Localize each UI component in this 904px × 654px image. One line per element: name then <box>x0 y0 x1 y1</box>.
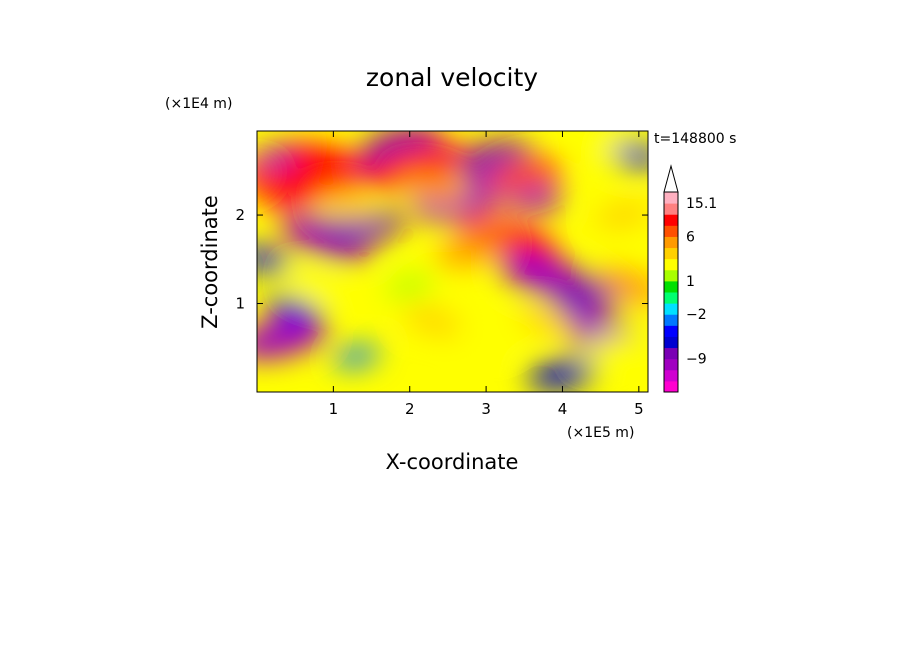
colorbar-band <box>664 369 678 382</box>
colorbar-label: 6 <box>686 229 695 245</box>
colorbar-band <box>664 336 678 349</box>
x-axis-ticks: 1 2 3 4 5 <box>329 131 644 418</box>
velocity-feature <box>288 143 379 189</box>
colorbar-label: 15.1 <box>686 196 717 212</box>
colorbar-band <box>664 358 678 371</box>
colorbar-band <box>664 236 678 249</box>
velocity-blobs <box>257 131 648 390</box>
velocity-feature <box>386 275 434 297</box>
x-tick-label: 1 <box>329 400 339 418</box>
colorbar-band <box>664 347 678 360</box>
colorbar-band <box>664 380 678 393</box>
y-tick-label: 2 <box>235 206 245 224</box>
colorbar-band <box>664 280 678 293</box>
y-axis-ticks: 12 <box>235 206 648 313</box>
y-axis-label: Z-coordinate <box>198 195 222 329</box>
velocity-feature <box>518 306 576 336</box>
velocity-feature <box>257 318 326 360</box>
chart-title: zonal velocity <box>366 63 538 92</box>
colorbar-band <box>664 225 678 237</box>
colorbar-band <box>664 247 678 260</box>
colorbar <box>663 164 679 393</box>
velocity-feature <box>332 346 380 367</box>
colorbar-label: −9 <box>686 352 707 368</box>
x-axis-label: X-coordinate <box>386 450 519 474</box>
x-tick-label: 5 <box>634 400 644 418</box>
colorbar-band <box>664 269 678 282</box>
velocity-feature <box>527 359 598 390</box>
velocity-feature <box>574 132 627 156</box>
colorbar-band <box>664 214 678 226</box>
velocity-feature <box>257 246 291 273</box>
colorbar-band <box>664 303 678 315</box>
velocity-feature <box>436 235 506 266</box>
colorbar-band <box>664 203 678 215</box>
velocity-feature <box>292 272 344 299</box>
velocity-feature <box>398 171 467 206</box>
x-tick-label: 4 <box>558 400 568 418</box>
colorbar-band <box>664 192 678 204</box>
x-tick-label: 3 <box>481 400 491 418</box>
x-unit-label: (×1E5 m) <box>567 425 634 441</box>
colorbar-labels: 15.1 6 1 −2 −9 <box>686 196 717 368</box>
velocity-feature <box>484 157 565 194</box>
colorbar-band <box>664 292 678 304</box>
x-tick-label: 2 <box>405 400 415 418</box>
time-label: t=148800 s <box>654 131 736 147</box>
velocity-feature <box>323 210 405 247</box>
contour-field <box>257 131 648 392</box>
velocity-feature <box>404 306 461 336</box>
y-tick-label: 1 <box>235 295 245 313</box>
velocity-feature <box>594 202 648 228</box>
colorbar-band <box>664 314 678 326</box>
plot-frame <box>256 130 649 393</box>
velocity-feature <box>582 336 635 360</box>
velocity-feature <box>459 327 513 351</box>
velocity-feature <box>597 268 648 303</box>
y-unit-label: (×1E4 m) <box>165 96 232 112</box>
colorbar-extend-arrow <box>663 164 679 193</box>
colorbar-band <box>664 325 678 337</box>
velocity-feature <box>320 191 377 221</box>
colorbar-band <box>664 258 678 271</box>
colorbar-label: −2 <box>686 307 707 323</box>
colorbar-label: 1 <box>686 274 695 290</box>
